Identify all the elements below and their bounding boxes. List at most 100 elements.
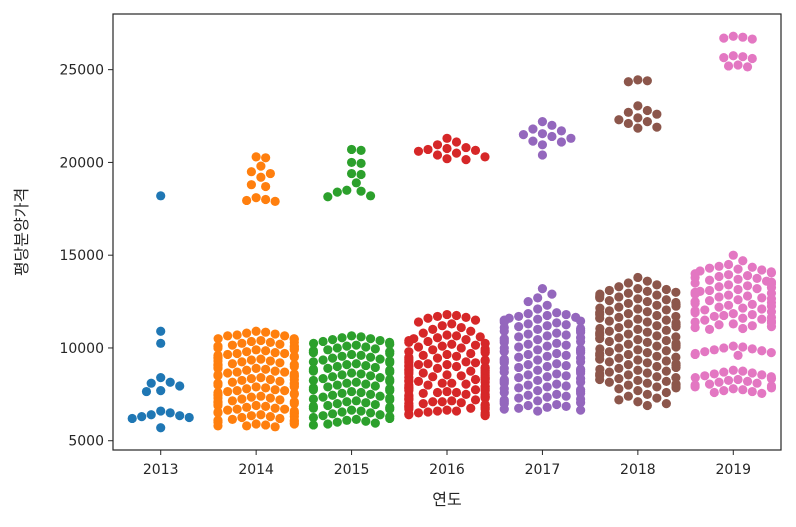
data-point bbox=[533, 324, 543, 334]
data-point bbox=[165, 408, 175, 418]
data-point bbox=[614, 363, 624, 373]
data-point bbox=[604, 285, 614, 296]
data-point bbox=[700, 371, 710, 381]
data-point bbox=[652, 310, 662, 321]
data-point bbox=[265, 374, 275, 385]
data-point bbox=[332, 380, 342, 390]
data-point bbox=[514, 352, 524, 362]
data-point bbox=[738, 385, 748, 395]
data-point bbox=[370, 344, 380, 354]
data-point bbox=[523, 339, 533, 349]
data-point bbox=[542, 372, 552, 382]
data-point bbox=[499, 404, 509, 414]
data-point bbox=[251, 400, 261, 411]
data-point bbox=[728, 309, 738, 319]
data-point bbox=[418, 350, 428, 360]
data-point bbox=[652, 109, 662, 119]
data-point bbox=[533, 386, 543, 396]
data-point bbox=[308, 385, 318, 395]
data-point bbox=[728, 319, 738, 329]
data-point bbox=[356, 145, 366, 155]
data-point bbox=[766, 322, 777, 332]
data-point bbox=[432, 140, 443, 150]
data-point bbox=[533, 355, 543, 365]
data-point bbox=[232, 367, 242, 377]
data-point bbox=[633, 304, 643, 314]
x-tick-label: 2019 bbox=[715, 462, 751, 478]
data-point bbox=[733, 374, 743, 385]
data-point bbox=[542, 321, 552, 331]
data-point bbox=[523, 309, 533, 319]
data-point bbox=[742, 376, 753, 386]
data-point bbox=[604, 336, 614, 347]
data-point bbox=[156, 338, 166, 348]
data-point bbox=[261, 346, 271, 356]
data-point bbox=[337, 370, 347, 380]
data-point bbox=[757, 346, 767, 356]
data-point bbox=[370, 362, 380, 373]
data-point bbox=[671, 362, 681, 373]
data-point bbox=[423, 313, 433, 323]
data-point bbox=[184, 412, 194, 423]
data-point bbox=[738, 323, 748, 334]
data-point bbox=[261, 383, 271, 393]
data-point bbox=[742, 291, 753, 301]
data-point bbox=[146, 410, 156, 420]
data-point bbox=[256, 172, 266, 182]
data-point bbox=[356, 350, 366, 360]
data-point bbox=[261, 401, 271, 411]
data-point bbox=[270, 385, 280, 395]
data-point bbox=[623, 77, 633, 87]
data-point bbox=[242, 347, 252, 357]
data-point bbox=[223, 331, 233, 341]
data-point bbox=[523, 360, 533, 370]
data-point bbox=[733, 295, 743, 305]
data-point bbox=[514, 311, 524, 322]
data-point bbox=[523, 390, 533, 400]
data-point bbox=[714, 282, 724, 292]
y-tick-label: 25000 bbox=[59, 63, 104, 79]
data-point bbox=[332, 187, 342, 197]
data-point bbox=[480, 411, 490, 421]
data-point bbox=[533, 335, 543, 345]
data-point bbox=[361, 360, 371, 371]
data-point bbox=[337, 388, 347, 399]
data-point bbox=[432, 363, 443, 373]
data-point bbox=[661, 295, 671, 305]
data-point bbox=[423, 359, 433, 369]
data-point bbox=[633, 345, 643, 355]
data-point bbox=[261, 194, 271, 205]
data-point bbox=[342, 360, 352, 370]
data-point bbox=[451, 310, 462, 321]
data-point bbox=[661, 305, 671, 315]
plot-area bbox=[112, 13, 782, 451]
data-point bbox=[308, 403, 318, 413]
data-point bbox=[365, 389, 376, 399]
data-point bbox=[700, 305, 710, 315]
data-point bbox=[709, 311, 719, 322]
data-point bbox=[690, 349, 700, 360]
data-point bbox=[704, 296, 715, 306]
data-point bbox=[447, 339, 457, 349]
data-point bbox=[652, 331, 662, 341]
data-point bbox=[428, 324, 438, 334]
data-point bbox=[480, 356, 490, 366]
data-point bbox=[432, 150, 443, 160]
data-point bbox=[332, 417, 342, 427]
data-point bbox=[365, 352, 376, 362]
data-point bbox=[704, 275, 715, 285]
data-point bbox=[375, 335, 385, 346]
data-point bbox=[227, 414, 237, 424]
data-point bbox=[270, 403, 280, 413]
data-point bbox=[561, 340, 571, 350]
data-point bbox=[275, 395, 285, 405]
data-point bbox=[576, 316, 586, 326]
data-point bbox=[370, 418, 380, 428]
data-point bbox=[723, 270, 734, 280]
data-point bbox=[308, 366, 318, 376]
data-point bbox=[461, 379, 471, 389]
data-point bbox=[289, 382, 299, 392]
data-point bbox=[766, 268, 777, 278]
data-point bbox=[385, 348, 395, 359]
